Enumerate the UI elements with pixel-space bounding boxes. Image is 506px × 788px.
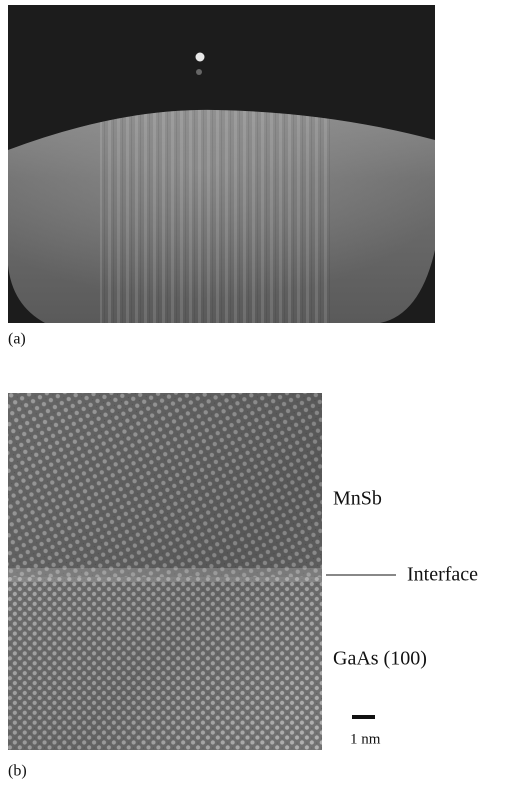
scale-bar-label: 1 nm <box>350 731 381 747</box>
interface-label: Interface <box>407 564 478 586</box>
diffraction-dome <box>8 100 435 323</box>
figure: (a) MnSb Interface GaAs (100) 1 nm (b) <box>0 0 506 783</box>
panel-a-image <box>8 5 435 323</box>
substrate-label: GaAs (100) <box>333 648 427 670</box>
layer-label: MnSb <box>333 488 382 510</box>
scale-bar <box>352 715 375 719</box>
faint-spot <box>196 69 202 75</box>
interface-band <box>8 568 322 582</box>
panel-label: (a) <box>8 331 26 348</box>
page: (a) MnSb Interface GaAs (100) 1 nm (b) (… <box>0 0 506 783</box>
bright-spot <box>196 53 205 62</box>
panel-label: (b) <box>8 763 27 780</box>
panel-b-image <box>8 393 322 750</box>
